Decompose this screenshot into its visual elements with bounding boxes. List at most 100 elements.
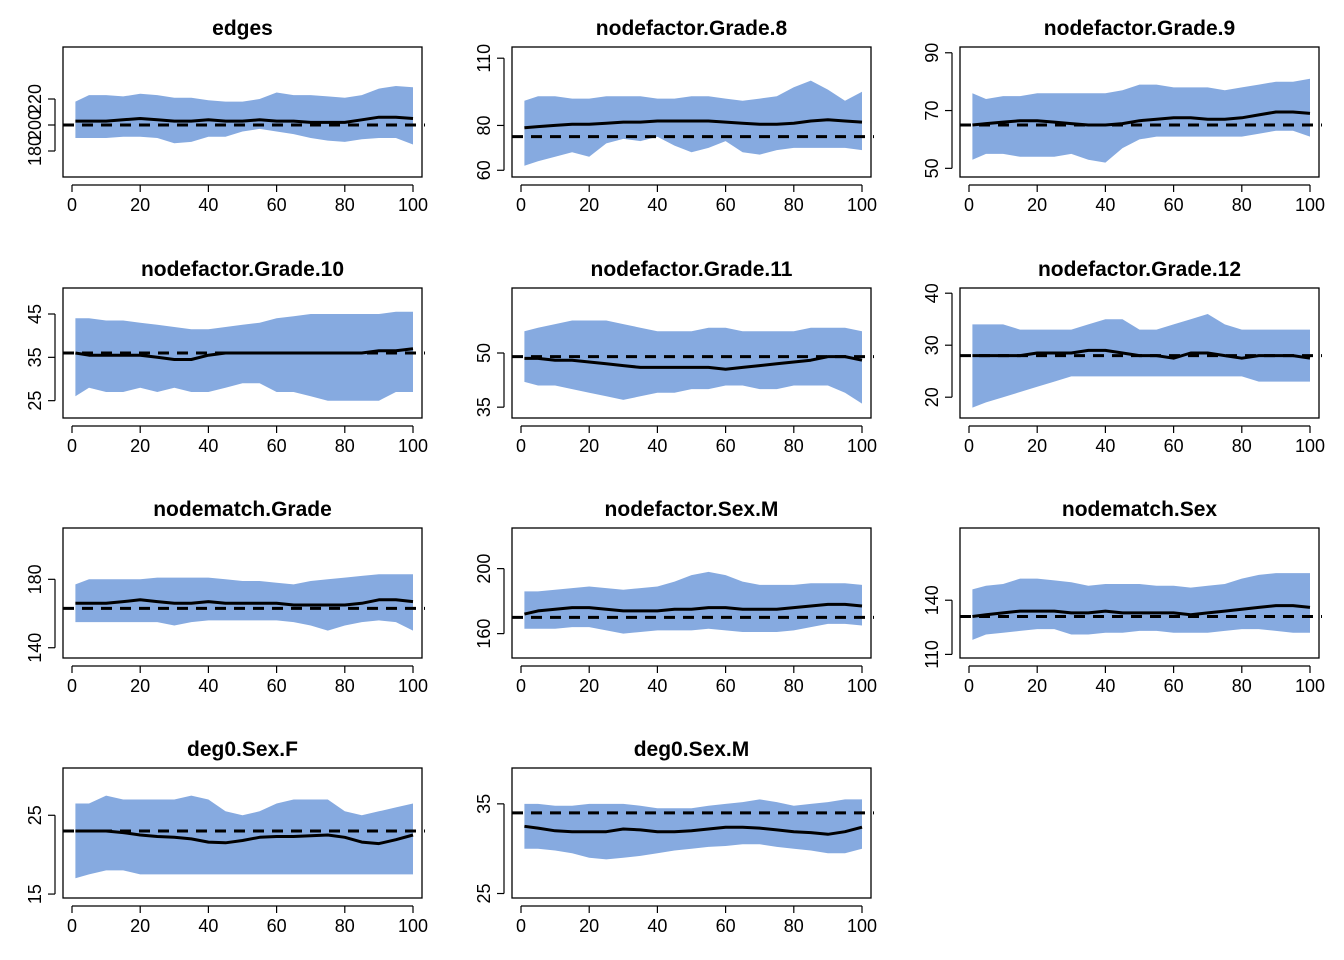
x-tick-label: 60 bbox=[716, 436, 736, 456]
y-tick-label: 35 bbox=[25, 347, 45, 367]
x-tick-label: 60 bbox=[267, 195, 287, 215]
panel-nodefactor-grade-9: nodefactor.Grade.9 0 20 40 60 80 100 50 70 90 bbox=[922, 17, 1325, 215]
x-tick-label: 0 bbox=[67, 195, 77, 215]
x-tick-label: 0 bbox=[516, 436, 526, 456]
y-tick-label: 110 bbox=[474, 44, 494, 73]
y-tick-label: 35 bbox=[474, 397, 494, 417]
x-tick-label: 100 bbox=[847, 676, 877, 696]
x-tick-label: 60 bbox=[716, 676, 736, 696]
x-tick-label: 80 bbox=[784, 916, 804, 936]
x-tick-label: 0 bbox=[516, 676, 526, 696]
y-tick-label: 20 bbox=[922, 387, 942, 407]
panel-title: nodefactor.Grade.11 bbox=[591, 258, 793, 281]
series-line bbox=[524, 118, 863, 130]
panel-title: nodefactor.Sex.M bbox=[605, 498, 779, 521]
y-tick-label: 220 bbox=[25, 84, 45, 114]
y-tick-label: 80 bbox=[474, 115, 494, 135]
x-tick-label: 20 bbox=[1027, 436, 1047, 456]
panel-title: nodefactor.Grade.9 bbox=[1044, 17, 1235, 40]
y-tick-label: 140 bbox=[25, 633, 45, 663]
panel-nodefactor-grade-10: nodefactor.Grade.10 0 20 40 60 80 100 25 35 45 bbox=[25, 258, 428, 456]
y-tick-label: 35 bbox=[474, 794, 494, 814]
x-tick-label: 80 bbox=[784, 676, 804, 696]
x-tick-label: 0 bbox=[67, 676, 77, 696]
panel-title: edges bbox=[212, 17, 273, 40]
series-line bbox=[972, 110, 1311, 127]
y-tick-label: 110 bbox=[922, 640, 942, 669]
panel-nodefactor-sex-m: nodefactor.Sex.M 0 20 40 60 80 100 160 200 bbox=[474, 498, 877, 696]
band-area bbox=[524, 571, 862, 634]
y-tick-label: 25 bbox=[25, 805, 45, 825]
x-tick-label: 20 bbox=[130, 916, 150, 936]
y-tick-label: 15 bbox=[25, 884, 45, 904]
series-line bbox=[972, 348, 1311, 360]
x-tick-label: 20 bbox=[130, 676, 150, 696]
band-area bbox=[75, 311, 414, 401]
x-tick-label: 20 bbox=[579, 916, 599, 936]
x-tick-label: 0 bbox=[964, 676, 974, 696]
panel-nodefactor-grade-8: nodefactor.Grade.8 0 20 40 60 80 100 60 80 110 bbox=[474, 17, 877, 215]
plot-frame bbox=[959, 287, 1320, 419]
series-line bbox=[524, 355, 863, 371]
x-tick-label: 80 bbox=[784, 195, 804, 215]
panel-deg0-sex-m: deg0.Sex.M 0 20 40 60 80 100 25 35 bbox=[474, 738, 877, 936]
series-line bbox=[524, 824, 863, 836]
band-area bbox=[524, 320, 862, 404]
x-tick-label: 40 bbox=[1095, 436, 1115, 456]
series-line bbox=[972, 604, 1311, 618]
series-line bbox=[75, 115, 414, 124]
panel-title: deg0.Sex.M bbox=[634, 738, 750, 761]
panel-title: nodefactor.Grade.8 bbox=[596, 17, 788, 40]
y-tick-label: 200 bbox=[474, 554, 494, 584]
panel-nodematch-grade: nodematch.Grade 0 20 40 60 80 100 140 180 bbox=[25, 498, 428, 696]
x-tick-label: 20 bbox=[1027, 195, 1047, 215]
x-tick-label: 0 bbox=[67, 916, 77, 936]
x-tick-label: 80 bbox=[1232, 195, 1252, 215]
plot-frame bbox=[62, 287, 423, 419]
x-tick-label: 40 bbox=[1095, 195, 1115, 215]
x-tick-label: 20 bbox=[130, 195, 150, 215]
band-area bbox=[75, 86, 414, 145]
y-tick-label: 90 bbox=[922, 43, 942, 63]
panel-title: deg0.Sex.F bbox=[187, 738, 298, 761]
y-tick-label: 30 bbox=[922, 335, 942, 355]
x-tick-label: 0 bbox=[516, 916, 526, 936]
x-tick-label: 80 bbox=[784, 436, 804, 456]
series-line bbox=[75, 347, 414, 361]
y-tick-label: 160 bbox=[474, 619, 494, 649]
y-tick-label: 40 bbox=[922, 283, 942, 303]
series-line bbox=[75, 598, 414, 607]
x-tick-label: 80 bbox=[335, 916, 355, 936]
x-tick-label: 0 bbox=[964, 436, 974, 456]
x-tick-label: 100 bbox=[1295, 195, 1325, 215]
series-line bbox=[75, 829, 414, 846]
plot-frame bbox=[62, 767, 423, 899]
panel-title: nodematch.Grade bbox=[153, 498, 332, 521]
panel-nodematch-sex: nodematch.Sex 0 20 40 60 80 100 110 140 bbox=[922, 498, 1325, 696]
x-tick-label: 100 bbox=[1295, 676, 1325, 696]
plot-frame bbox=[959, 527, 1320, 659]
x-tick-label: 100 bbox=[1295, 436, 1325, 456]
x-tick-label: 60 bbox=[1164, 195, 1184, 215]
y-tick-label: 180 bbox=[25, 136, 45, 166]
y-tick-label: 180 bbox=[25, 564, 45, 594]
plot-frame bbox=[511, 287, 872, 419]
x-tick-label: 40 bbox=[647, 676, 667, 696]
x-tick-label: 40 bbox=[647, 916, 667, 936]
x-tick-label: 100 bbox=[398, 195, 428, 215]
y-tick-label: 200 bbox=[25, 110, 45, 140]
y-tick-label: 50 bbox=[474, 343, 494, 363]
panel-title: nodefactor.Grade.10 bbox=[141, 258, 344, 281]
y-tick-label: 25 bbox=[474, 884, 494, 904]
plot-frame bbox=[62, 46, 423, 178]
x-tick-label: 100 bbox=[398, 436, 428, 456]
plot-frame bbox=[511, 527, 872, 659]
x-tick-label: 20 bbox=[1027, 676, 1047, 696]
plot-frame bbox=[511, 767, 872, 899]
x-tick-label: 100 bbox=[398, 916, 428, 936]
plot-frame bbox=[959, 46, 1320, 178]
x-tick-label: 80 bbox=[335, 195, 355, 215]
x-tick-label: 40 bbox=[198, 195, 218, 215]
x-tick-label: 40 bbox=[1095, 676, 1115, 696]
